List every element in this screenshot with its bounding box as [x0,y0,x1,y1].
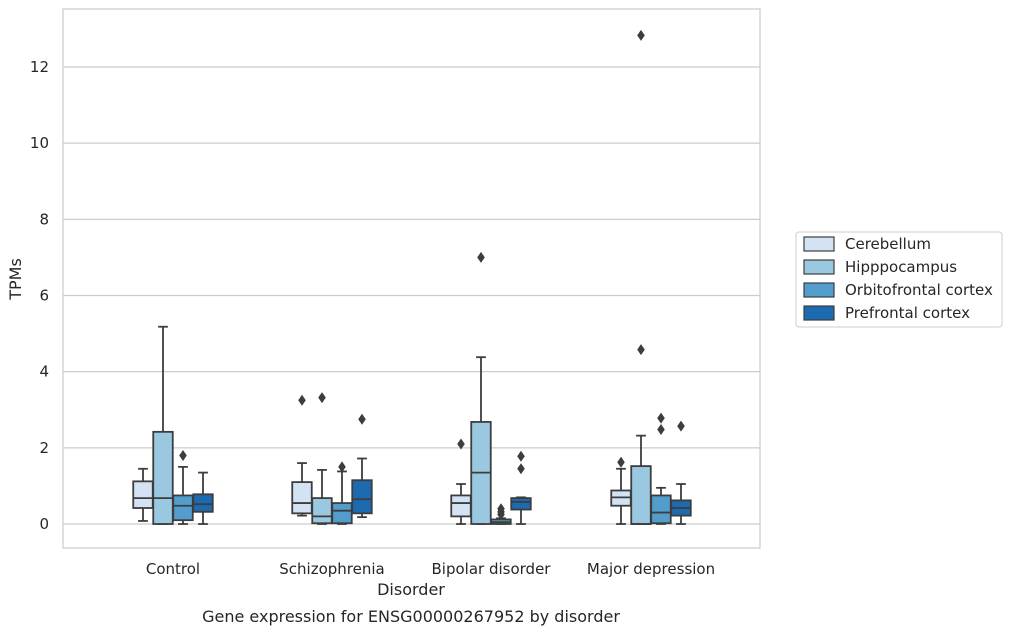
plot-area-frame [62,8,761,549]
x-tick-label: Bipolar disorder [432,560,552,578]
legend-label: Cerebellum [845,235,931,253]
legend-label: Hipppocampus [845,258,957,276]
box-orbitofrontal-cortex [172,449,194,525]
box-prefrontal-cortex [510,450,532,525]
gridlines [63,66,760,525]
box-iqr [192,493,214,513]
outlier-point [637,29,645,41]
y-axis-label: TPMs [6,258,25,301]
outlier-point [497,503,505,515]
box-iqr [291,481,313,515]
box-cerebellum [132,467,154,522]
outlier-point [677,420,685,432]
box-hipppocampus [630,29,652,525]
box-iqr [510,497,532,511]
legend: Cerebellum Hipppocampus Orbitofrontal cort… [795,231,1003,328]
x-tick-label: Major depression [587,560,715,578]
box-iqr [132,480,154,509]
box-orbitofrontal-cortex [650,412,672,525]
box-iqr [331,502,353,525]
y-tick-label: 6 [39,287,49,305]
legend-label: Prefrontal cortex [845,304,970,322]
box-hipppocampus [152,325,174,525]
box-iqr [311,497,333,525]
box-iqr [650,494,672,525]
box-iqr [450,494,472,518]
y-tick-label: 8 [39,210,49,228]
legend-label: Orbitofrontal cortex [845,281,993,299]
box-orbitofrontal-cortex [490,503,512,525]
outlier-point [358,413,366,425]
box-iqr [351,479,373,515]
box-iqr [152,430,174,525]
box-cerebellum [291,394,313,517]
y-tick-label: 2 [39,439,49,457]
outlier-point [457,438,465,450]
y-tick-label: 0 [39,515,49,533]
outlier-point [338,461,346,473]
outlier-point [657,424,665,436]
outlier-point [318,392,326,404]
box-orbitofrontal-cortex [331,461,353,525]
outlier-point [637,344,645,356]
x-tick-label: Control [146,560,200,578]
box-prefrontal-cortex [351,413,373,519]
box-hipppocampus [470,251,492,525]
x-axis-label: Disorder [377,580,445,599]
box-iqr [630,465,652,525]
outlier-point [617,456,625,468]
legend-swatch [803,305,835,321]
box-prefrontal-cortex [192,471,214,525]
boxes [132,29,692,525]
box-iqr [172,494,194,522]
y-tick-labels: 0 2 4 6 8 10 12 [30,58,49,533]
box-hipppocampus [311,392,333,525]
x-tick-labels: Control Schizophrenia Bipolar disorder Majo… [146,560,715,578]
box-prefrontal-cortex [670,420,692,525]
outlier-point [517,463,525,475]
outlier-point [298,394,306,406]
legend-swatch [803,236,835,252]
legend-swatch [803,282,835,298]
outlier-point [477,251,485,263]
x-tick-label: Schizophrenia [279,560,384,578]
legend-frame [795,231,1003,328]
outlier-point [517,450,525,462]
box-cerebellum [450,438,472,525]
y-tick-label: 12 [30,58,49,76]
legend-swatch [803,259,835,275]
chart-caption: Gene expression for ENSG00000267952 by d… [202,607,620,626]
box-cerebellum [610,456,632,525]
y-tick-label: 4 [39,363,49,381]
outlier-point [179,449,187,461]
outlier-point [657,412,665,424]
y-tick-label: 10 [30,134,49,152]
